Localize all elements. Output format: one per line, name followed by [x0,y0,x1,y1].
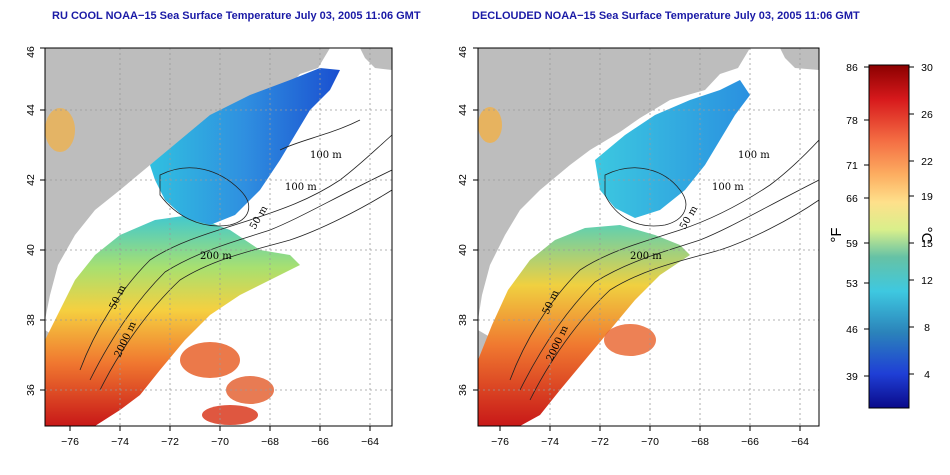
y-tick-label: 36 [25,384,37,396]
title-left: RU COOL NOAA−15 Sea Surface Temperature … [52,10,421,22]
x-tick-label: −72 [161,436,179,448]
fahrenheit-tick: 66 [846,193,858,205]
contour-label: 100 m [310,150,342,161]
x-tick-label: −70 [211,436,229,448]
y-tick-label: 44 [25,104,37,116]
x-tick-label: −72 [591,436,609,448]
celsius-tick: 8 [924,322,930,334]
land [45,48,330,320]
contour-label: 100 m [738,150,770,161]
x-tick-label: −76 [61,436,79,448]
y-tick-label: 40 [25,244,37,256]
map-panel-left: 100 m 100 m 50 m 200 m 50 m 2000 m −76 −… [25,46,393,448]
celsius-tick: 30 [921,62,933,74]
y-tick-label: 42 [457,174,469,186]
contour-label: 200 m [200,251,232,262]
sst-cool [150,68,340,225]
celsius-tick: 12 [921,275,933,287]
fahrenheit-tick: 59 [846,238,858,250]
y-tick-label: 46 [25,46,37,58]
fahrenheit-tick: 39 [846,371,858,383]
y-tick-label: 36 [457,384,469,396]
y-tick-label: 44 [457,104,469,116]
x-tick-label: −76 [491,436,509,448]
x-tick-label: −64 [361,436,379,448]
contour-label: 100 m [712,182,744,193]
land [478,48,750,320]
fahrenheit-tick: 53 [846,278,858,290]
x-tick-label: −64 [791,436,809,448]
fahrenheit-tick: 78 [846,115,858,127]
y-tick-label: 42 [25,174,37,186]
x-tick-label: −66 [311,436,329,448]
sst-cool [595,80,750,218]
celsius-tick: 26 [921,109,933,121]
contour-label: 200 m [630,251,662,262]
x-tick-label: −74 [111,436,129,448]
fahrenheit-tick: 71 [846,160,858,172]
x-tick-label: −70 [641,436,659,448]
contour-label: 100 m [285,182,317,193]
y-tick-label: 38 [457,314,469,326]
fahrenheit-tick: 46 [846,324,858,336]
x-tick-label: −68 [691,436,709,448]
sst-warm [478,225,690,426]
y-tick-label: 46 [457,46,469,58]
title-right: DECLOUDED NOAA−15 Sea Surface Temperatur… [472,10,860,22]
x-tick-label: −66 [741,436,759,448]
y-tick-label: 40 [457,244,469,256]
fahrenheit-unit-label: °F [828,227,845,242]
celsius-tick: 19 [921,191,933,203]
celsius-unit-label: °C [918,227,935,244]
map-panel-right: 100 m 100 m 50 m 200 m 50 m 2000 m −76 −… [457,46,820,448]
celsius-tick: 15 [921,238,933,250]
colorbar: 86 78 71 66 59 53 46 39 30 26 22 19 15 1… [828,62,935,409]
celsius-tick: 4 [924,369,930,381]
y-tick-label: 38 [25,314,37,326]
x-tick-label: −68 [261,436,279,448]
celsius-tick: 22 [921,156,933,168]
fahrenheit-tick: 86 [846,62,858,74]
x-tick-label: −74 [541,436,559,448]
colorbar-scale [868,64,910,409]
